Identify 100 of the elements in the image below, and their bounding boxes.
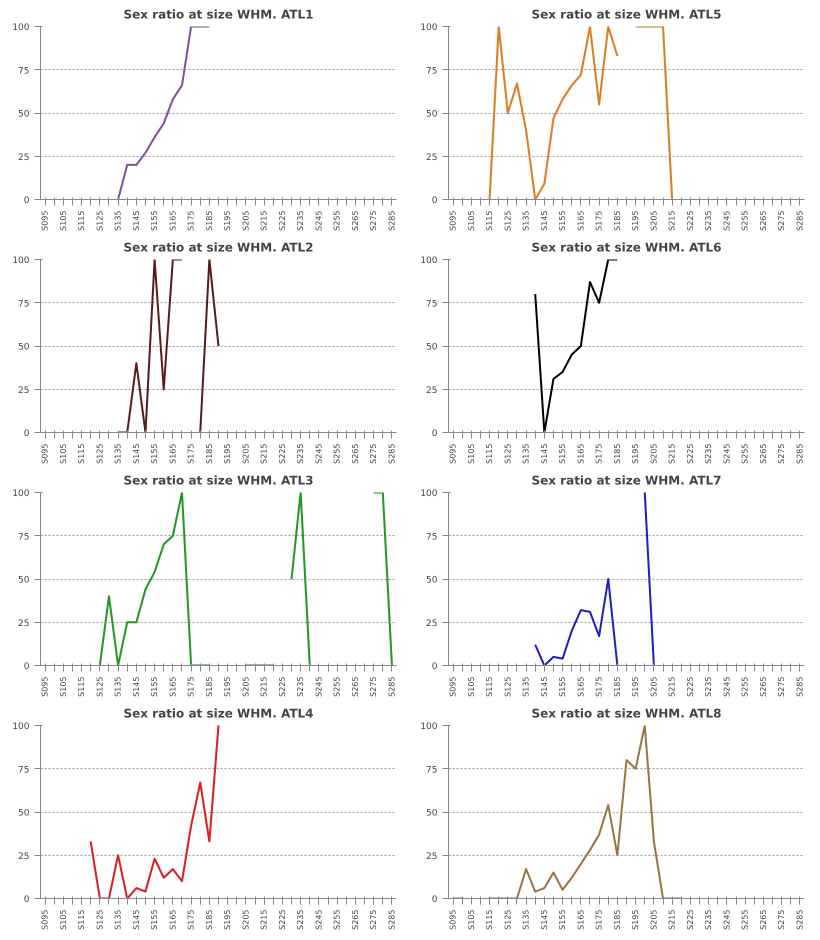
x-tick-label: S275 bbox=[369, 909, 378, 930]
y-tick-label: 0 bbox=[24, 196, 30, 206]
y-tick-label: 100 bbox=[420, 23, 438, 33]
x-tick-label: S235 bbox=[296, 443, 306, 464]
x-tick-label: S265 bbox=[758, 210, 768, 231]
x-tick-label: S195 bbox=[631, 443, 640, 464]
x-tick-label: S105 bbox=[466, 676, 476, 697]
x-tick-label: S245 bbox=[314, 443, 324, 464]
x-tick-label: S215 bbox=[668, 210, 677, 231]
x-tick-label: S265 bbox=[758, 443, 768, 464]
y-tick-label: 50 bbox=[426, 342, 438, 352]
x-tick-label: S245 bbox=[314, 676, 324, 697]
x-tick-label: S205 bbox=[241, 909, 250, 930]
x-tick-label: S095 bbox=[448, 443, 458, 464]
y-tick-label: 0 bbox=[432, 429, 438, 439]
x-tick-label: S115 bbox=[77, 909, 86, 930]
x-tick-label: S125 bbox=[503, 909, 512, 930]
x-tick-label: S275 bbox=[777, 909, 786, 930]
y-tick-label: 50 bbox=[18, 576, 30, 586]
x-tick-label: S185 bbox=[612, 676, 622, 697]
x-tick-label: S215 bbox=[668, 909, 677, 930]
x-tick-label: S225 bbox=[686, 210, 695, 231]
x-tick-label: S125 bbox=[95, 909, 104, 930]
x-tick-label: S175 bbox=[594, 676, 604, 697]
x-tick-label: S145 bbox=[132, 210, 141, 231]
x-tick-label: S245 bbox=[314, 210, 324, 231]
x-tick-label: S155 bbox=[150, 443, 160, 464]
x-tick-label: S215 bbox=[260, 676, 269, 697]
x-tick-label: S185 bbox=[612, 443, 622, 464]
x-tick-label: S245 bbox=[722, 210, 732, 231]
x-tick-label: S275 bbox=[369, 676, 378, 697]
x-tick-label: S285 bbox=[387, 909, 396, 930]
x-tick-label: S125 bbox=[503, 210, 512, 231]
y-tick-label: 75 bbox=[18, 532, 30, 542]
x-tick-label: S175 bbox=[186, 443, 196, 464]
x-tick-label: S145 bbox=[132, 676, 141, 697]
y-tick-label: 75 bbox=[18, 765, 30, 776]
y-tick-label: 100 bbox=[12, 23, 30, 33]
y-tick-label: 25 bbox=[426, 852, 438, 862]
y-tick-label: 25 bbox=[426, 386, 438, 396]
chart-title: Sex ratio at size WHM. ATL6 bbox=[531, 240, 722, 254]
x-tick-label: S095 bbox=[40, 909, 50, 930]
x-tick-label: S255 bbox=[332, 909, 342, 930]
x-tick-label: S215 bbox=[260, 909, 269, 930]
x-tick-label: S145 bbox=[540, 676, 549, 697]
x-tick-label: S235 bbox=[704, 676, 714, 697]
x-tick-label: S155 bbox=[150, 210, 160, 231]
x-tick-label: S185 bbox=[204, 676, 214, 697]
x-tick-label: S125 bbox=[503, 443, 512, 464]
x-tick-label: S105 bbox=[58, 443, 68, 464]
x-tick-label: S095 bbox=[40, 676, 50, 697]
x-tick-label: S235 bbox=[704, 210, 714, 231]
x-tick-label: S165 bbox=[168, 909, 178, 930]
x-tick-label: S205 bbox=[649, 210, 658, 231]
x-tick-label: S215 bbox=[260, 210, 269, 231]
x-tick-label: S275 bbox=[369, 443, 378, 464]
x-tick-label: S275 bbox=[369, 210, 378, 231]
x-tick-label: S265 bbox=[350, 676, 360, 697]
x-tick-label: S185 bbox=[204, 443, 214, 464]
y-tick-label: 25 bbox=[18, 386, 30, 396]
y-tick-label: 50 bbox=[18, 110, 30, 120]
x-tick-label: S245 bbox=[722, 909, 732, 930]
x-tick-label: S195 bbox=[223, 676, 232, 697]
x-tick-label: S255 bbox=[332, 210, 342, 231]
x-tick-label: S095 bbox=[448, 909, 458, 930]
x-tick-label: S195 bbox=[631, 909, 640, 930]
x-tick-label: S135 bbox=[114, 676, 123, 697]
x-tick-label: S235 bbox=[296, 909, 306, 930]
x-tick-label: S105 bbox=[466, 210, 476, 231]
x-tick-label: S275 bbox=[777, 210, 786, 231]
x-tick-label: S175 bbox=[186, 676, 196, 697]
x-tick-label: S235 bbox=[704, 909, 714, 930]
x-tick-label: S195 bbox=[223, 909, 232, 930]
x-tick-label: S225 bbox=[278, 210, 287, 231]
x-tick-label: S285 bbox=[387, 443, 396, 464]
x-tick-label: S155 bbox=[558, 909, 568, 930]
x-tick-label: S105 bbox=[58, 210, 68, 231]
x-tick-label: S195 bbox=[223, 210, 232, 231]
x-tick-label: S135 bbox=[522, 909, 531, 930]
chart-title: Sex ratio at size WHM. ATL3 bbox=[123, 474, 314, 488]
x-tick-label: S225 bbox=[686, 443, 695, 464]
y-tick-label: 100 bbox=[12, 256, 30, 266]
y-tick-label: 75 bbox=[426, 532, 438, 542]
x-tick-label: S195 bbox=[631, 210, 640, 231]
x-tick-label: S115 bbox=[77, 676, 86, 697]
x-tick-label: S165 bbox=[168, 676, 178, 697]
y-tick-label: 100 bbox=[420, 489, 438, 499]
x-tick-label: S265 bbox=[350, 210, 360, 231]
chart-title: Sex ratio at size WHM. ATL1 bbox=[123, 8, 314, 22]
x-tick-label: S145 bbox=[540, 909, 549, 930]
x-tick-label: S235 bbox=[296, 676, 306, 697]
x-tick-label: S245 bbox=[314, 909, 324, 930]
x-tick-label: S165 bbox=[576, 443, 586, 464]
x-tick-label: S155 bbox=[558, 210, 568, 231]
x-tick-label: S225 bbox=[278, 676, 287, 697]
y-tick-label: 25 bbox=[18, 618, 30, 629]
x-tick-label: S285 bbox=[795, 443, 804, 464]
x-tick-label: S175 bbox=[594, 443, 604, 464]
x-tick-label: S135 bbox=[114, 909, 123, 930]
y-tick-label: 0 bbox=[24, 895, 30, 905]
